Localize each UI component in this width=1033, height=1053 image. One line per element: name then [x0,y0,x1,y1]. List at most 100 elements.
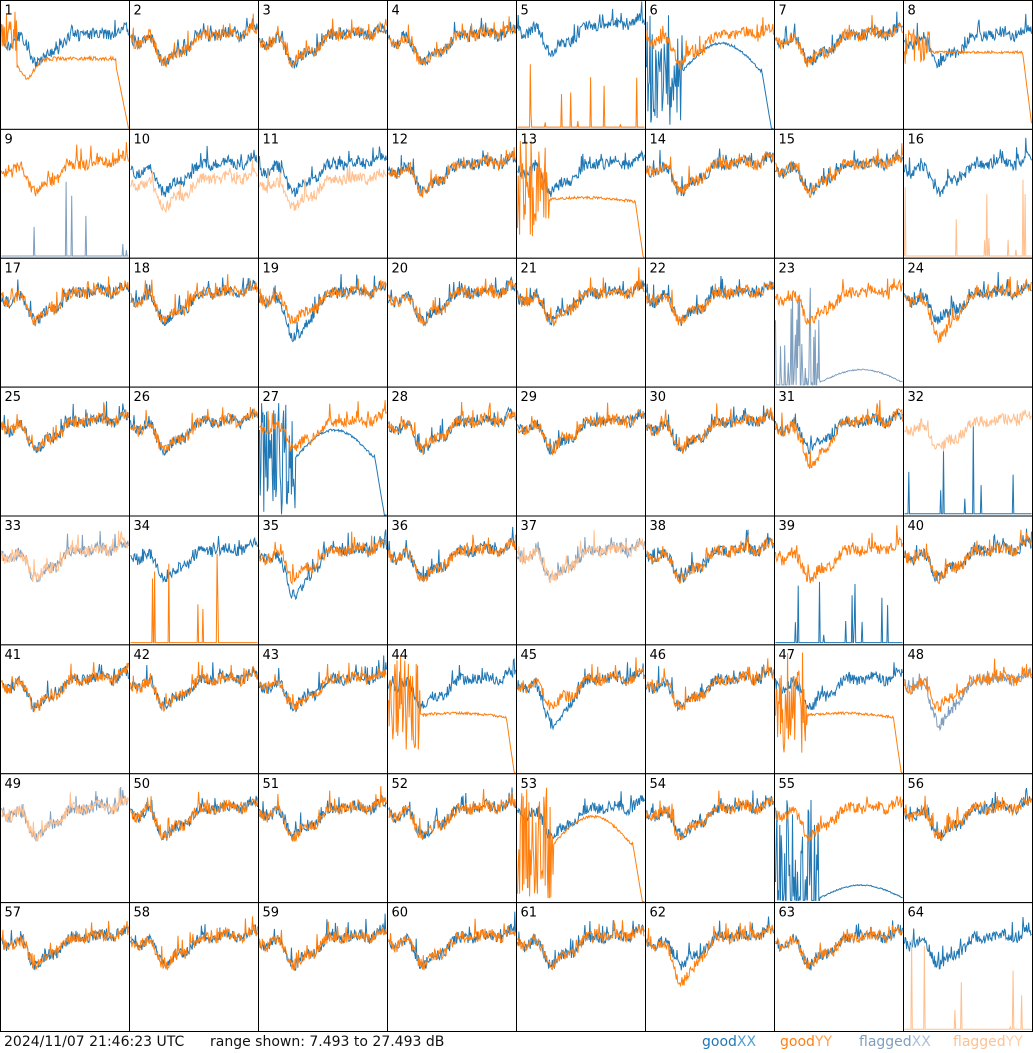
panel-label: 52 [392,777,409,792]
series-xx [259,529,387,601]
series-yy [1,530,129,583]
panel-frame [774,386,904,517]
series-yy [517,64,645,128]
series-yy [517,657,645,711]
legend-good-yy-prefix: good [780,1034,815,1050]
footer-bar: 2024/11/07 21:46:23 UTC range shown: 7.4… [0,1032,1033,1053]
series-yy [259,18,387,68]
panel-23: 23 [774,257,904,388]
panel-frame [0,386,130,517]
series-yy [904,179,1032,257]
series-xx [259,655,387,712]
panel-39: 39 [774,515,904,646]
panel-frame [645,773,775,904]
panel-26: 26 [129,386,259,517]
panel-label: 38 [650,519,667,534]
legend-good-yy-pol: YY [814,1034,833,1050]
panel-frame [387,128,517,259]
panel-label: 30 [650,390,667,405]
panel-5: 5 [516,0,646,130]
series-yy [388,918,516,971]
panel-label: 60 [392,906,409,921]
series-xx [904,916,1032,970]
panel-49: 49 [0,773,130,904]
panel-36: 36 [387,515,517,646]
legend-flagged-xx: flagged XX [859,1032,931,1053]
panel-32: 32 [903,386,1033,517]
legend-flagged-xx-prefix: flagged [859,1034,912,1050]
panel-30: 30 [645,386,775,517]
panel-label: 45 [521,648,538,663]
series-yy [130,553,258,644]
series-yy [775,795,903,842]
panel-41: 41 [0,644,130,775]
panel-48: 48 [903,644,1033,775]
panel-frame [129,0,259,130]
series-yy [130,406,258,454]
panel-label: 61 [521,906,538,921]
panel-38: 38 [645,515,775,646]
panel-frame [903,515,1033,646]
series-xx [775,11,903,66]
series-yy [388,788,516,841]
panel-frame [774,257,904,388]
legend-good-xx-prefix: good [702,1034,737,1050]
panel-25: 25 [0,386,130,517]
panel-55: 55 [774,773,904,904]
series-xx [775,581,903,644]
series-xx [904,137,1032,198]
panel-label: 32 [908,390,925,405]
panel-frame [903,773,1033,904]
series-xx [517,408,645,456]
series-yy [1,787,129,842]
panel-label: 20 [392,261,409,276]
panel-33: 33 [0,515,130,646]
legend-flagged-yy-prefix: flagged [953,1034,1006,1050]
series-yy [388,147,516,198]
panel-label: 36 [392,519,409,534]
panel-frame [516,515,646,646]
series-xx [517,280,645,326]
panel-label: 26 [134,390,151,405]
series-yy [259,278,387,325]
series-yy [775,400,903,469]
series-yy [259,531,387,585]
panel-frame [129,257,259,388]
panel-frame [0,515,130,646]
panel-59: 59 [258,902,388,1032]
panel-label: 27 [263,390,280,405]
series-yy [775,143,903,199]
panel-label: 5 [521,4,529,19]
panel-frame [645,128,775,259]
series-yy [130,13,258,68]
panel-label: 43 [263,648,280,663]
series-yy [517,787,645,903]
series-yy [259,662,387,713]
panel-frame [387,902,517,1032]
panel-14: 14 [645,128,775,259]
panel-27: 27 [258,386,388,517]
panel-label: 41 [5,648,22,663]
panel-label: 46 [650,648,667,663]
panel-51: 51 [258,773,388,904]
panel-19: 19 [258,257,388,388]
panel-10: 10 [129,128,259,259]
panel-frame [258,386,388,517]
panel-label: 10 [134,132,151,147]
legend-flagged-xx-pol: XX [911,1034,931,1050]
series-yy [517,920,645,971]
series-yy [904,939,1032,1030]
panel-frame [387,257,517,388]
series-yy [646,790,774,841]
legend-good-xx-pol: XX [736,1034,757,1050]
panel-frame [258,902,388,1032]
panel-frame [129,644,259,775]
panel-frame [774,644,904,775]
series-yy [775,652,903,774]
panel-frame [903,644,1033,775]
panel-64: 64 [903,902,1033,1032]
panel-7: 7 [774,0,904,130]
panel-label: 9 [5,132,13,147]
panel-label: 40 [908,519,925,534]
